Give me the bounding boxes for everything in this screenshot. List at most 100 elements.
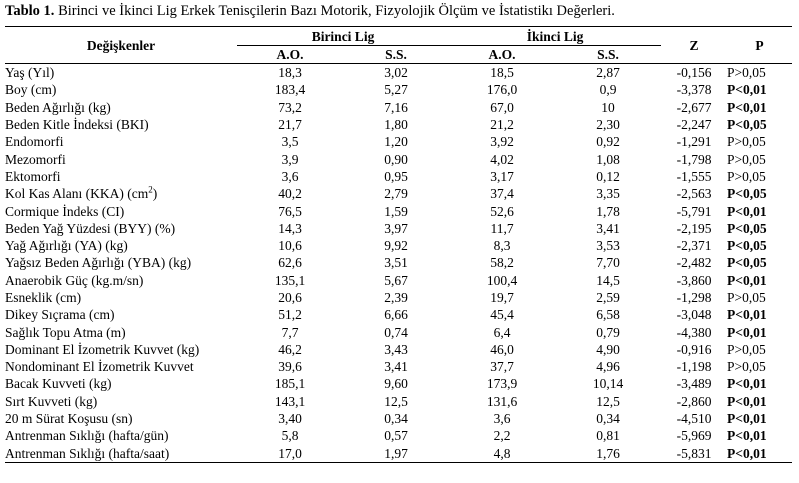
group1-sd-cell: 3,43 — [384, 341, 408, 357]
table-row: Ektomorfi 3,6 0,95 3,17 0,12 -1,555 P>0,05 — [5, 168, 792, 185]
p-value-cell: P<0,01 — [727, 393, 767, 409]
variable-label: Beden Ağırlığı (kg) — [5, 99, 111, 115]
row-variable-name: Ektomorfi — [5, 168, 237, 185]
variable-label: Anaerobik Güç (kg.m/sn) — [5, 272, 144, 288]
group1-mean-cell: 7,7 — [281, 324, 299, 340]
row-variable-name: Beden Yağ Yüzdesi (BYY) (%) — [5, 220, 237, 237]
variable-label: Cormique İndeks (CI) — [5, 203, 125, 219]
variable-label: Beden Yağ Yüzdesi (BYY) (%) — [5, 220, 176, 236]
group1-mean-cell: 20,6 — [278, 290, 302, 305]
header-z: Z — [661, 26, 728, 64]
group2-mean-cell: 18,5 — [490, 65, 514, 81]
group1-mean-cell: 135,1 — [274, 272, 306, 288]
group2-sd-cell: 0,9 — [599, 82, 617, 98]
group2-mean-cell: 67,0 — [490, 99, 514, 115]
group1-sd-cell: 2,79 — [384, 186, 408, 202]
caption-text: Birinci ve İkinci Lig Erkek Tenisçilerin… — [54, 3, 615, 19]
group1-sd-cell: 3,02 — [384, 65, 408, 81]
z-value-cell: -0,916 — [676, 341, 712, 357]
group1-mean-cell: 14,3 — [278, 220, 302, 236]
variable-label: Sırt Kuvveti (kg) — [5, 393, 98, 409]
group2-mean-cell: 3,92 — [490, 134, 514, 150]
z-value-cell: -5,791 — [676, 203, 712, 219]
group2-sd-cell: 0,12 — [596, 168, 620, 184]
p-value-cell: P>0,05 — [727, 134, 766, 150]
variable-label: Nondominant El İzometrik Kuvvet — [5, 359, 194, 375]
table-row: Cormique İndeks (CI) 76,5 1,59 52,6 1,78 -5,7… — [5, 202, 792, 219]
row-variable-name: Boy (cm) — [5, 81, 237, 98]
group2-sd-cell: 12,5 — [596, 393, 620, 409]
table-row: Yaş (Yıl) 18,3 3,02 18,5 2,87 -0,156 P>0,05 — [5, 64, 792, 82]
group1-sd-cell: 5,27 — [384, 82, 408, 98]
p-value-cell: P>0,05 — [727, 290, 766, 305]
header-group1: Birinci Lig — [237, 26, 450, 46]
group2-mean-cell: 131,6 — [486, 393, 518, 409]
z-value-cell: -1,291 — [676, 134, 712, 150]
group1-sd-cell: 0,74 — [384, 324, 408, 340]
group1-mean-cell: 18,3 — [278, 65, 302, 81]
group1-mean-cell: 40,2 — [278, 186, 302, 202]
z-value-cell: -3,048 — [676, 307, 712, 323]
row-variable-name: Anaerobik Güç (kg.m/sn) — [5, 272, 237, 289]
row-variable-name: Mezomorfi — [5, 150, 237, 167]
table-row: Beden Ağırlığı (kg) 73,2 7,16 67,0 10 -2,677 P… — [5, 99, 792, 116]
table-body: Yaş (Yıl) 18,3 3,02 18,5 2,87 -0,156 P>0,05 Boy… — [5, 64, 793, 463]
group1-mean-cell: 21,7 — [278, 117, 302, 133]
variable-label: Sağlık Topu Atma (m) — [5, 324, 126, 340]
variable-label: Yaş (Yıl) — [5, 65, 55, 81]
group2-mean-cell: 46,0 — [490, 341, 514, 357]
p-value-cell: P<0,05 — [727, 255, 767, 271]
row-variable-name: Esneklik (cm) — [5, 289, 237, 306]
row-variable-name: Yaş (Yıl) — [5, 64, 237, 82]
z-value-cell: -5,831 — [661, 444, 728, 463]
group1-mean-cell: 76,5 — [278, 203, 302, 219]
group1-sd-cell: 2,39 — [384, 290, 408, 305]
group1-mean-cell: 143,1 — [274, 393, 306, 409]
table-row: Kol Kas Alanı (KKA) (cm2) 40,2 2,79 37,4 3,3… — [5, 185, 792, 202]
z-value-cell: -2,563 — [676, 186, 712, 202]
variable-label: Kol Kas Alanı (KKA) (cm — [5, 186, 149, 202]
table-row: Dominant El İzometrik Kuvvet (kg) 46,2 3,4… — [5, 341, 792, 358]
z-value-cell: -4,380 — [676, 324, 712, 340]
statistics-table: Değişkenler Birinci Lig İkinci Lig Z P A… — [5, 26, 793, 463]
group1-mean-cell: 17,0 — [237, 444, 343, 463]
group1-mean-cell: 3,9 — [281, 151, 299, 167]
group2-mean-cell: 37,4 — [490, 186, 514, 202]
group1-mean-cell: 3,5 — [281, 134, 299, 150]
table-row: Antrenman Sıklığı (hafta/saat) 17,0 1,97 4,… — [5, 444, 793, 463]
group1-sd-cell: 3,97 — [384, 220, 408, 236]
group2-mean-cell: 11,7 — [490, 220, 514, 236]
group2-sd-cell: 3,35 — [596, 186, 620, 202]
z-value-cell: -5,969 — [676, 428, 712, 444]
variable-label: Endomorfi — [5, 134, 64, 150]
p-value-cell: P<0,01 — [727, 82, 767, 98]
group1-mean-cell: 5,8 — [281, 428, 299, 444]
row-variable-name: Bacak Kuvveti (kg) — [5, 375, 237, 392]
row-variable-name: Endomorfi — [5, 133, 237, 150]
z-value-cell: -3,378 — [676, 82, 712, 98]
table-row: Bacak Kuvveti (kg) 185,1 9,60 173,9 10,14 -3,… — [5, 375, 792, 392]
group1-mean-cell: 46,2 — [278, 341, 302, 357]
p-value-cell: P>0,05 — [727, 341, 766, 357]
row-variable-name: Cormique İndeks (CI) — [5, 202, 237, 219]
group2-sd-cell: 0,92 — [596, 134, 620, 150]
group2-mean-cell: 37,7 — [490, 359, 514, 375]
row-variable-name: Sağlık Topu Atma (m) — [5, 323, 237, 340]
row-variable-name: Dominant El İzometrik Kuvvet (kg) — [5, 341, 237, 358]
variable-superscript: 2 — [148, 185, 153, 195]
row-variable-name: 20 m Sürat Koşusu (sn) — [5, 410, 237, 427]
header-row-stats: A.O. S.S. A.O. S.S. — [5, 45, 792, 64]
group2-mean-cell: 6,4 — [493, 324, 511, 340]
group1-mean-cell: 51,2 — [278, 307, 302, 323]
group2-sd-cell: 2,59 — [596, 290, 620, 305]
table-row: Nondominant El İzometrik Kuvvet 39,6 3,41 3… — [5, 358, 792, 375]
variable-label: Beden Kitle İndeksi (BKI) — [5, 117, 149, 133]
group2-sd-cell: 4,90 — [596, 341, 620, 357]
variable-label: Dikey Sıçrama (cm) — [5, 307, 115, 323]
header-group2: İkinci Lig — [449, 26, 662, 46]
group2-sd-cell: 0,81 — [596, 428, 620, 444]
group1-sd-cell: 3,51 — [384, 255, 408, 271]
group2-mean-cell: 3,6 — [493, 411, 511, 427]
group2-mean-cell: 100,4 — [486, 272, 518, 288]
